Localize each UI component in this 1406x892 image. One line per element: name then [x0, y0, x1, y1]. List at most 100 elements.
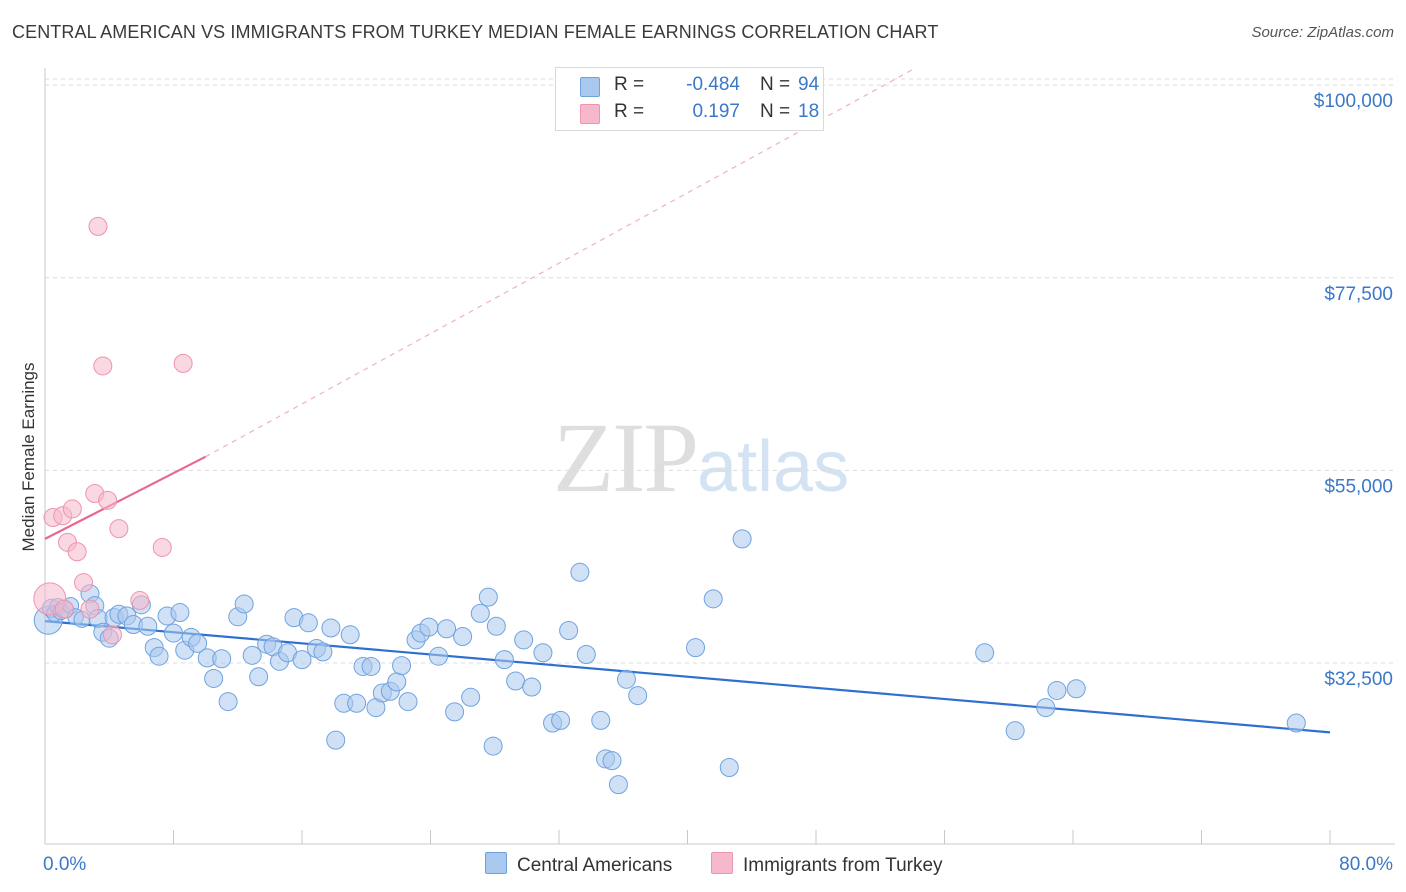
data-point: [533, 643, 553, 663]
data-point: [326, 730, 346, 750]
data-point: [1005, 721, 1025, 741]
data-point: [387, 672, 407, 692]
r-value: -0.484: [686, 74, 740, 95]
bottom-legend-immigrants-turkey: Immigrants from Turkey: [711, 852, 943, 877]
data-point: [54, 599, 74, 619]
series-immigrants-turkey: [33, 216, 193, 645]
data-point: [173, 353, 193, 373]
data-point: [130, 591, 150, 611]
legend-swatch-blue: [580, 77, 600, 97]
data-point: [1036, 698, 1056, 718]
data-point: [80, 599, 100, 619]
data-point: [608, 775, 628, 795]
data-point: [102, 625, 122, 645]
data-point: [514, 630, 534, 650]
source-label: Source: ZipAtlas.com: [1251, 24, 1394, 41]
y-tick-label: $77,500: [1324, 284, 1393, 305]
data-point: [591, 710, 611, 730]
data-point: [361, 656, 381, 676]
y-tick-label: $32,500: [1324, 669, 1393, 690]
axes: [44, 68, 1395, 845]
data-point: [88, 216, 108, 236]
bottom-legend-central-americans: Central Americans: [485, 852, 672, 877]
x-tick-label: 80.0%: [1339, 854, 1393, 875]
data-point: [437, 619, 457, 639]
bottom-legend-swatch-blue: [485, 852, 507, 874]
y-tick-label: $55,000: [1324, 476, 1393, 497]
data-points: [33, 216, 1306, 795]
x-tick-label: 0.0%: [43, 854, 86, 875]
chart-title: CENTRAL AMERICAN VS IMMIGRANTS FROM TURK…: [12, 22, 939, 42]
r-label: R =: [614, 74, 645, 95]
trend-line: [44, 619, 1331, 734]
r-label: R =: [614, 101, 645, 122]
data-point: [149, 646, 169, 666]
data-point: [292, 650, 312, 670]
data-point: [576, 644, 596, 664]
data-point: [559, 621, 579, 641]
grid: [45, 78, 1395, 664]
data-point: [98, 490, 118, 510]
data-point: [298, 613, 318, 633]
data-point: [975, 643, 995, 663]
data-point: [152, 537, 172, 557]
data-point: [340, 625, 360, 645]
data-point: [602, 751, 622, 771]
data-point: [398, 692, 418, 712]
data-point: [419, 617, 439, 637]
bottom-legend-label: Immigrants from Turkey: [743, 855, 943, 876]
bottom-legend-swatch-pink: [711, 852, 733, 874]
data-point: [628, 686, 648, 706]
watermark-zip: ZIP: [553, 402, 699, 513]
data-point: [392, 656, 412, 676]
data-point: [1066, 679, 1086, 699]
y-tick-label: $100,000: [1314, 91, 1393, 112]
data-point: [483, 736, 503, 756]
data-point: [1047, 680, 1067, 700]
data-point: [616, 669, 636, 689]
data-point: [242, 645, 262, 665]
data-point: [93, 356, 113, 376]
series-central-americans: [33, 529, 1306, 795]
n-value: 18: [798, 101, 820, 122]
data-point: [1286, 713, 1306, 733]
data-point: [686, 638, 706, 658]
trend-line-extension: [205, 69, 913, 458]
data-point: [313, 642, 333, 662]
data-point: [453, 627, 473, 647]
data-point: [204, 668, 224, 688]
data-point: [170, 603, 190, 623]
data-point: [188, 633, 208, 653]
n-label: N =: [760, 101, 791, 122]
data-point: [109, 519, 129, 539]
data-point: [732, 529, 752, 549]
trend-lines: [44, 69, 1331, 734]
data-point: [703, 589, 723, 609]
n-label: N =: [760, 74, 791, 95]
y-axis-label: Median Female Earnings: [19, 363, 38, 552]
data-point: [522, 677, 542, 697]
n-value: 94: [798, 74, 820, 95]
data-point: [494, 650, 514, 670]
data-point: [461, 687, 481, 707]
data-point: [347, 693, 367, 713]
data-point: [67, 542, 87, 562]
data-point: [321, 618, 341, 638]
data-point: [570, 562, 590, 582]
data-point: [74, 573, 94, 593]
bottom-legend-label: Central Americans: [517, 855, 673, 876]
data-point: [138, 616, 158, 636]
data-point: [506, 671, 526, 691]
data-point: [62, 499, 82, 519]
data-point: [218, 692, 238, 712]
data-point: [234, 594, 254, 614]
axis-labels: $32,500 $55,000 $77,500 $100,000 0.0% 80.0% Me…: [19, 91, 1393, 875]
watermark-atlas: atlas: [697, 427, 850, 507]
data-point: [551, 710, 571, 730]
data-point: [719, 757, 739, 777]
data-point: [470, 603, 490, 623]
data-point: [164, 623, 183, 643]
watermark: ZIPatlas: [553, 400, 849, 515]
trend-line: [44, 455, 207, 540]
